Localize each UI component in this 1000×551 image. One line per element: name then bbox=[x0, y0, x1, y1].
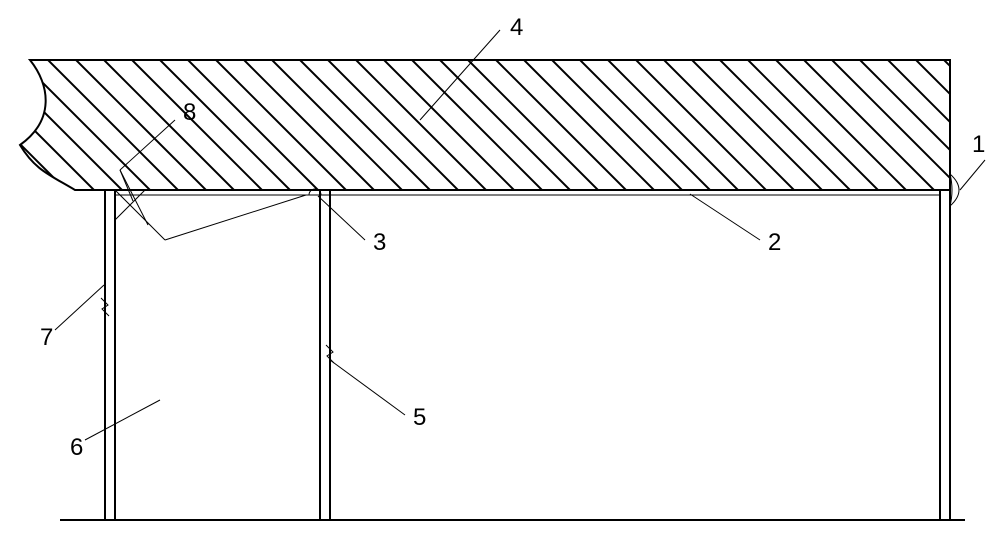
callout-7-leader bbox=[55, 285, 104, 330]
lens-shape bbox=[950, 174, 959, 206]
callout-7-label: 7 bbox=[40, 324, 53, 351]
callout-1-leader bbox=[960, 160, 985, 190]
callout-1-label: 1 bbox=[972, 131, 985, 158]
callout-8-label: 8 bbox=[183, 99, 196, 126]
brace-legs bbox=[115, 190, 306, 240]
callout-4-label: 4 bbox=[510, 14, 523, 41]
callout-3-leader bbox=[318, 196, 365, 240]
diagram-canvas: 4 1 2 3 5 7 6 8 bbox=[0, 0, 1000, 551]
hatch-fill bbox=[0, 0, 1000, 551]
callout-5-leader bbox=[330, 360, 405, 415]
callout-8-leader-main bbox=[120, 120, 175, 170]
callout-8-leader-a bbox=[120, 170, 148, 225]
columns-group bbox=[105, 190, 950, 520]
callout-6-leader bbox=[85, 400, 160, 440]
callout-4-leader bbox=[420, 30, 500, 120]
callout-5-label: 5 bbox=[413, 404, 426, 431]
break-marks bbox=[101, 298, 334, 363]
callout-3-label: 3 bbox=[373, 229, 386, 256]
callout-2-leader bbox=[690, 194, 760, 240]
callout-6-label: 6 bbox=[70, 434, 83, 461]
callout-2-label: 2 bbox=[768, 229, 781, 256]
